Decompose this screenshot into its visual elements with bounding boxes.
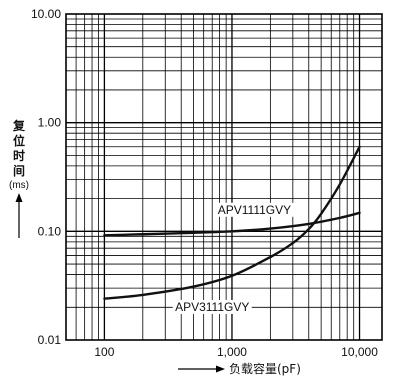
y-label-char-3: 时 bbox=[13, 148, 25, 163]
x-axis-title: 负载容量(pF) bbox=[229, 361, 301, 376]
series-line-apv1111gvy bbox=[103, 211, 361, 237]
series-label-apv3111gvy: APV3111GVY bbox=[175, 300, 249, 314]
series-line-apv3111gvy bbox=[103, 145, 361, 300]
x-tick-label: 100 bbox=[94, 345, 114, 359]
y-label-char-1: 复 bbox=[12, 118, 26, 133]
y-label-char-2: 位 bbox=[13, 133, 25, 148]
series-label-apv1111gvy: APV1111GVY bbox=[218, 203, 291, 217]
y-tick-label: 10.00 bbox=[31, 7, 61, 21]
y-tick-label: 0.01 bbox=[38, 333, 62, 347]
x-tick-label: 10,000 bbox=[341, 345, 378, 359]
x-axis-label: 负载容量(pF) bbox=[178, 361, 301, 376]
x-tick-label: 1,000 bbox=[217, 345, 247, 359]
y-tick-label: 1.00 bbox=[38, 116, 62, 130]
y-axis-arrow-head bbox=[15, 193, 23, 202]
tick-labels: 0.01 0.10 1.00 10.00 100 1,000 10,000 bbox=[31, 7, 378, 359]
x-axis-arrow-head bbox=[216, 365, 225, 373]
y-label-unit: (ms) bbox=[9, 180, 29, 191]
y-tick-label: 0.10 bbox=[38, 224, 62, 238]
series-label-bg bbox=[214, 202, 294, 217]
grid-lines bbox=[65, 14, 382, 340]
y-axis-label: 复 位 时 间 (ms) bbox=[9, 118, 29, 238]
series-label-bg bbox=[172, 299, 252, 314]
series-curves: APV1111GVY APV3111GVY bbox=[103, 145, 361, 314]
y-label-char-4: 间 bbox=[13, 163, 25, 178]
plot-frame bbox=[65, 13, 383, 341]
